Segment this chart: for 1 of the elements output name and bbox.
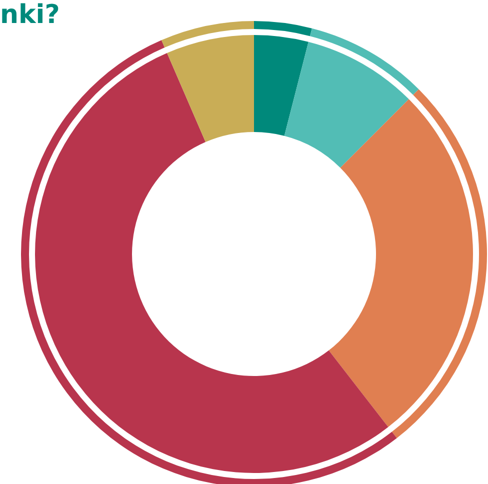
chart-title: nki?: [0, 0, 60, 30]
